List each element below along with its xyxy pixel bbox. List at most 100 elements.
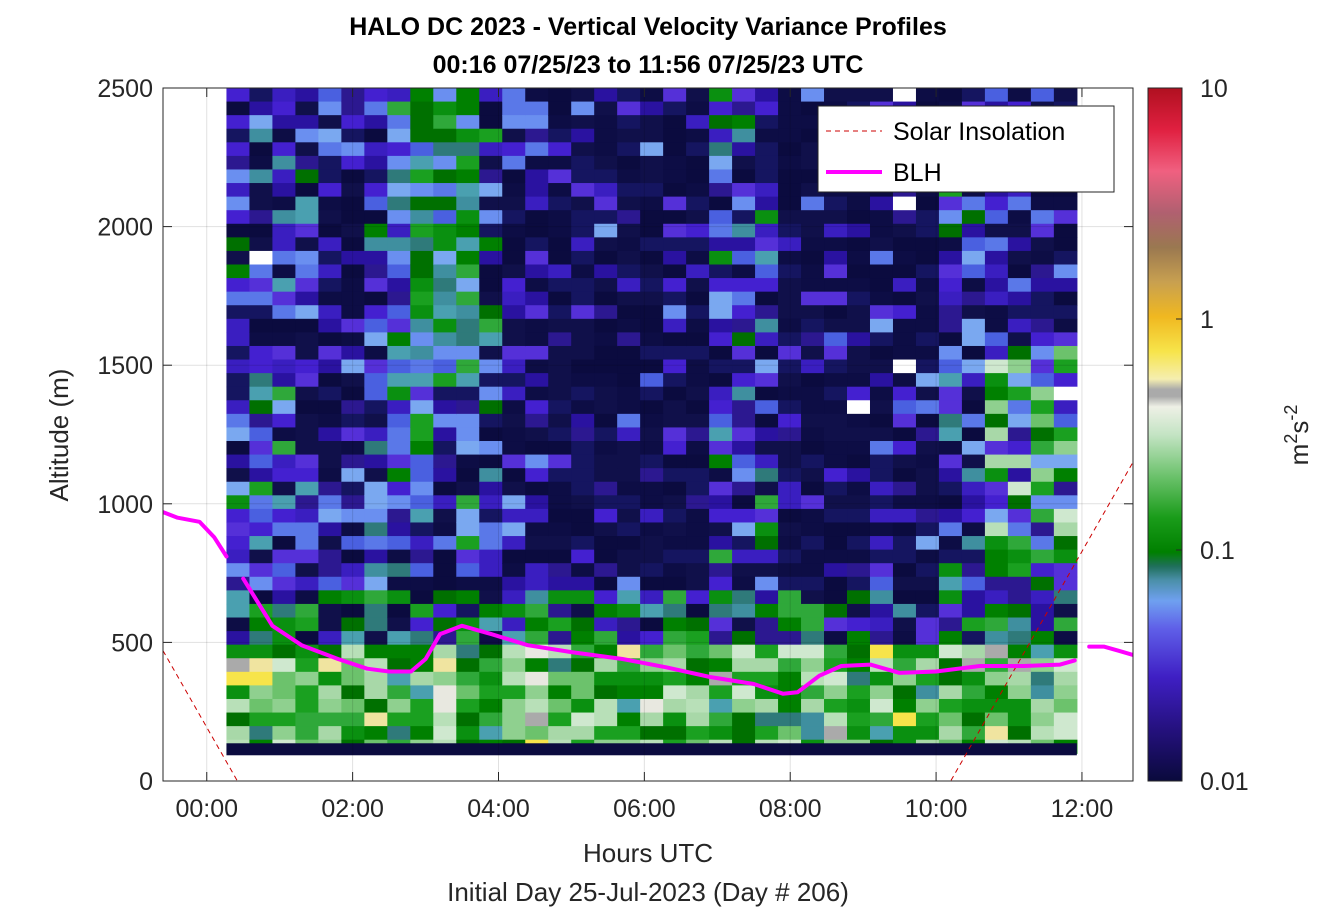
heatmap-cell xyxy=(915,223,940,238)
heatmap-cell xyxy=(709,590,733,605)
heatmap-cell xyxy=(869,278,894,293)
heatmap-cell xyxy=(663,101,687,116)
heatmap-cell xyxy=(686,522,710,537)
heatmap-cell xyxy=(341,603,365,619)
heatmap-cell xyxy=(433,142,457,157)
heatmap-cell xyxy=(892,536,917,551)
y-tick-label: 500 xyxy=(111,629,153,657)
heatmap-cell xyxy=(915,549,940,564)
heatmap-cell xyxy=(295,305,319,320)
heatmap-cell xyxy=(778,359,802,374)
heatmap-cell xyxy=(755,413,779,429)
heatmap-cell xyxy=(479,698,503,714)
heatmap-cell xyxy=(778,576,802,591)
heatmap-cell xyxy=(686,481,710,496)
heatmap-cell xyxy=(525,332,549,347)
heatmap-cell xyxy=(341,318,365,333)
heatmap-cell xyxy=(663,115,687,130)
heatmap-cell xyxy=(755,522,779,537)
x-tick-label: 06:00 xyxy=(613,795,676,823)
heatmap-cell xyxy=(318,413,342,429)
heatmap-cell xyxy=(801,508,825,524)
heatmap-cell xyxy=(594,454,618,469)
heatmap-cell xyxy=(295,468,319,483)
heatmap-cell xyxy=(984,522,1009,537)
heatmap-cell xyxy=(686,359,710,374)
heatmap-cell xyxy=(272,658,296,673)
heatmap-cell xyxy=(709,223,733,238)
heatmap-cell xyxy=(892,644,917,659)
heatmap-cell xyxy=(824,345,848,361)
heatmap-cell xyxy=(249,250,274,266)
heatmap-cell xyxy=(961,698,986,714)
heatmap-cell xyxy=(869,495,894,510)
heatmap-cell xyxy=(915,250,940,266)
heatmap-cell xyxy=(272,155,296,171)
heatmap-cell xyxy=(617,413,641,429)
heatmap-cell xyxy=(961,345,986,361)
heatmap-cell xyxy=(502,590,526,605)
heatmap-cell xyxy=(755,196,779,211)
heatmap-cell xyxy=(640,223,664,238)
heatmap-cell xyxy=(387,549,411,564)
heatmap-cell xyxy=(732,658,756,673)
heatmap-cell xyxy=(1053,468,1078,483)
heatmap-cell xyxy=(778,400,802,415)
heatmap-cell xyxy=(571,563,595,578)
heatmap-cell xyxy=(479,576,503,591)
heatmap-cell xyxy=(249,169,274,184)
heatmap-cell xyxy=(272,128,296,143)
heatmap-cell xyxy=(594,88,618,103)
heatmap-cell xyxy=(1007,441,1032,456)
heatmap-cell xyxy=(571,726,595,741)
heatmap-cell xyxy=(961,644,986,659)
heatmap-cell xyxy=(709,169,733,184)
heatmap-cell xyxy=(1053,386,1078,401)
heatmap-cell xyxy=(732,169,756,184)
heatmap-cell xyxy=(456,237,480,252)
heatmap-cell xyxy=(1007,88,1032,103)
heatmap-cell xyxy=(295,495,319,510)
heatmap-cell xyxy=(525,264,549,279)
heatmap-cell xyxy=(824,454,848,469)
heatmap-cell xyxy=(433,549,457,564)
heatmap-cell xyxy=(1007,427,1032,442)
heatmap-cell xyxy=(502,536,526,551)
heatmap-cell xyxy=(778,373,802,388)
y-tick-label: 1000 xyxy=(97,491,153,519)
heatmap-cell xyxy=(479,291,503,306)
heatmap-cell xyxy=(663,454,687,469)
heatmap-cell xyxy=(410,223,434,238)
heatmap-cell xyxy=(295,386,319,401)
heatmap-cell xyxy=(318,128,342,143)
heatmap-cell xyxy=(387,481,411,496)
heatmap-cell xyxy=(961,359,986,374)
heatmap-cell xyxy=(433,210,457,225)
heatmap-cell xyxy=(1007,481,1032,496)
heatmap-cell xyxy=(732,305,756,320)
heatmap-cell xyxy=(571,128,595,143)
legend-blh-label: BLH xyxy=(893,159,942,187)
heatmap-cell xyxy=(548,169,572,184)
heatmap-cell xyxy=(1030,250,1055,266)
heatmap-cell xyxy=(525,210,549,225)
heatmap-cell xyxy=(847,359,871,374)
heatmap-cell xyxy=(869,237,894,252)
heatmap-cell xyxy=(1007,563,1032,578)
heatmap-cell xyxy=(847,332,871,347)
heatmap-cell xyxy=(318,88,342,103)
heatmap-cell xyxy=(1007,698,1032,714)
heatmap-cell xyxy=(341,454,365,469)
heatmap-cell xyxy=(295,617,319,632)
heatmap-cell xyxy=(433,128,457,143)
heatmap-cell xyxy=(479,386,503,401)
heatmap-cell xyxy=(226,631,251,646)
heatmap-cell xyxy=(1030,413,1055,429)
heatmap-cell xyxy=(433,223,457,238)
heatmap-cell xyxy=(341,264,365,279)
heatmap-cell xyxy=(525,698,549,714)
heatmap-cell xyxy=(824,318,848,333)
heatmap-cell xyxy=(272,698,296,714)
heatmap-cell xyxy=(778,495,802,510)
heatmap-cell xyxy=(249,101,274,116)
